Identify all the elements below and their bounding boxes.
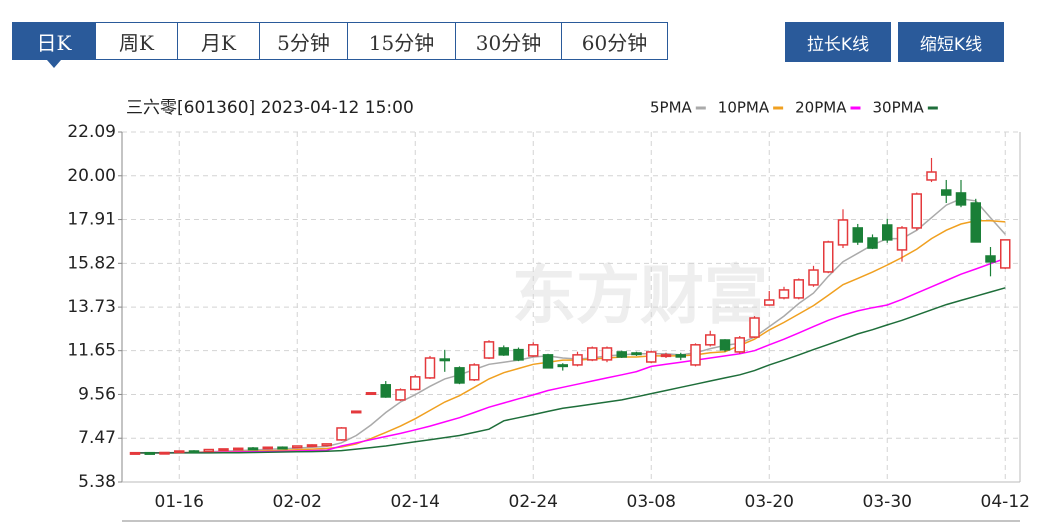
- candle-body: [174, 450, 185, 454]
- candle-body: [498, 347, 509, 356]
- candle-body: [616, 351, 627, 358]
- tab[interactable]: 30分钟: [456, 22, 562, 60]
- candle-body: [985, 255, 996, 263]
- candle-body: [778, 289, 790, 299]
- candle-body: [395, 389, 406, 401]
- tab[interactable]: 5分钟: [260, 22, 348, 60]
- candle-body: [837, 219, 849, 246]
- y-tick-label: 13.73: [67, 297, 116, 317]
- candle-body: [1000, 239, 1011, 269]
- candle-body: [144, 451, 155, 455]
- tab[interactable]: 60分钟: [562, 22, 668, 60]
- chart-title: 三六零[601360] 2023-04-12 15:00: [126, 98, 414, 118]
- candle-body: [690, 344, 701, 366]
- candle-body: [380, 384, 391, 398]
- candle-body: [203, 448, 214, 453]
- candle-body: [262, 446, 273, 450]
- y-tick-label: 22.09: [67, 122, 116, 142]
- candle-body: [734, 337, 745, 353]
- candle-body: [336, 427, 347, 441]
- candle-body: [941, 189, 952, 196]
- candle-body: [646, 351, 657, 363]
- watermark: 东方财富: [512, 260, 768, 334]
- candle-body: [292, 445, 303, 449]
- candle-body: [351, 410, 362, 414]
- candle-body: [557, 364, 568, 368]
- candle-body: [601, 347, 613, 361]
- candle-body: [247, 447, 259, 451]
- candle-body: [233, 447, 244, 451]
- candle-body: [277, 446, 288, 450]
- candle-body: [675, 354, 686, 358]
- candle-body: [749, 317, 760, 338]
- y-tick-label: 20.00: [67, 166, 116, 186]
- candle-body: [365, 392, 377, 396]
- ma-line: [135, 220, 1006, 454]
- candle-body: [926, 171, 937, 181]
- x-tick-label: 02-24: [509, 492, 558, 512]
- x-tick-label: 02-02: [273, 492, 322, 512]
- x-tick-label: 04-12: [981, 492, 1030, 512]
- legend-label: 20PMA: [795, 99, 847, 117]
- candle-body: [882, 224, 893, 241]
- x-tick-label: 02-14: [391, 492, 440, 512]
- y-tick-label: 9.56: [78, 384, 116, 404]
- candle-body: [439, 358, 450, 362]
- candle-body: [542, 354, 554, 369]
- legend-label: 5PMA: [650, 99, 693, 117]
- tab[interactable]: 日K: [12, 22, 96, 60]
- x-tick-label: 03-30: [863, 492, 912, 512]
- legend-label: 10PMA: [718, 99, 770, 117]
- button[interactable]: 缩短K线: [898, 22, 1004, 62]
- candle-body: [719, 339, 731, 351]
- candle-body: [631, 352, 642, 356]
- candle-body: [424, 357, 436, 379]
- candle-body: [572, 354, 583, 366]
- candle-body: [454, 367, 465, 384]
- candle-body: [823, 241, 834, 273]
- candle-body: [911, 193, 922, 229]
- candle-body: [705, 334, 716, 346]
- legend-label: 30PMA: [872, 99, 924, 117]
- candle-body: [483, 341, 495, 359]
- y-tick-label: 11.65: [67, 341, 116, 361]
- candle-body: [955, 192, 967, 206]
- y-tick-label: 17.91: [67, 210, 116, 230]
- tab[interactable]: 周K: [96, 22, 178, 60]
- ma-line: [135, 287, 1006, 454]
- candle-body: [587, 347, 598, 361]
- candle-body: [896, 227, 908, 251]
- candle-body: [867, 237, 878, 249]
- x-tick-label: 03-08: [627, 492, 676, 512]
- y-tick-label: 15.82: [67, 253, 116, 273]
- candle-body: [764, 299, 775, 306]
- candle-body: [513, 348, 524, 361]
- y-tick-label: 7.47: [78, 428, 116, 448]
- candle-body: [159, 451, 170, 455]
- y-tick-label: 5.38: [78, 472, 116, 492]
- tab-pointer: [47, 60, 61, 68]
- candle-body: [852, 227, 863, 243]
- button[interactable]: 拉长K线: [785, 22, 891, 62]
- candle-body: [129, 451, 141, 455]
- candle-body: [218, 448, 229, 452]
- candle-body: [660, 354, 672, 358]
- candle-body: [188, 450, 200, 454]
- candle-body: [321, 443, 332, 447]
- candle-body: [306, 444, 318, 448]
- candle-body: [528, 344, 539, 357]
- x-tick-label: 01-16: [155, 492, 204, 512]
- tab[interactable]: 月K: [178, 22, 260, 60]
- x-tick-label: 03-20: [745, 492, 794, 512]
- candle-body: [808, 269, 819, 286]
- candle-body: [469, 364, 480, 381]
- tab[interactable]: 15分钟: [348, 22, 456, 60]
- candle-body: [970, 202, 981, 243]
- candle-body: [410, 376, 421, 391]
- candle-body: [793, 279, 804, 299]
